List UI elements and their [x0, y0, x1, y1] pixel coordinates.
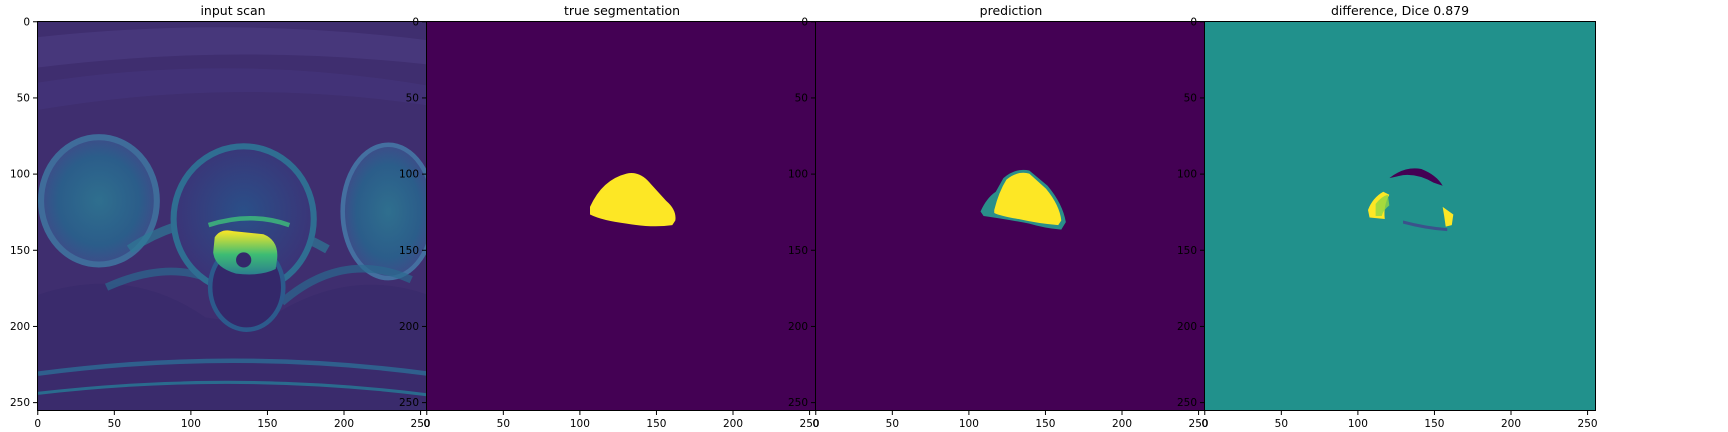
input-scan-image [37, 21, 429, 411]
y-tick-label: 200 [1177, 321, 1197, 333]
x-tick-label: 100 [570, 418, 590, 430]
x-tick-label: 150 [1035, 418, 1055, 430]
x-tick-label: 150 [257, 418, 277, 430]
panel-title: prediction [979, 3, 1043, 18]
y-tick-label: 50 [1184, 92, 1197, 104]
x-tick-label: 0 [812, 418, 819, 430]
panel-input-scan: input scan [0, 0, 430, 432]
panel-difference: difference, Dice 0.879 0 0 50 50 100 100 150 15… [1167, 0, 1597, 432]
x-tick-label: 200 [1501, 418, 1521, 430]
y-tick-label: 250 [10, 397, 30, 409]
panel-title: difference, Dice 0.879 [1330, 3, 1470, 18]
y-tick-label: 50 [795, 92, 808, 104]
y-tick-label: 0 [801, 16, 808, 28]
x-tick-label: 50 [108, 418, 121, 430]
y-tick-label: 100 [1177, 169, 1197, 181]
x-tick-label: 100 [1348, 418, 1368, 430]
y-tick-label: 150 [788, 245, 808, 257]
y-tick-label: 200 [399, 321, 419, 333]
x-tick-label: 150 [1424, 418, 1444, 430]
prediction-image [815, 21, 1207, 411]
y-tick-label: 50 [17, 92, 30, 104]
panel-true-segmentation: true segmentation 0 0 50 50 100 100 150 150 200 2… [389, 0, 819, 432]
x-tick-label: 50 [1275, 418, 1288, 430]
y-tick-label: 200 [788, 321, 808, 333]
x-tick-label: 0 [34, 418, 41, 430]
y-tick-label: 50 [406, 92, 419, 104]
y-tick-label: 150 [10, 245, 30, 257]
y-tick-label: 100 [788, 169, 808, 181]
x-tick-label: 100 [959, 418, 979, 430]
difference-image [1204, 21, 1596, 411]
x-tick-label: 200 [1112, 418, 1132, 430]
x-tick-label: 200 [723, 418, 743, 430]
x-tick-label: 200 [334, 418, 354, 430]
x-tick-label: 0 [423, 418, 430, 430]
x-tick-label: 0 [1201, 418, 1208, 430]
y-tick-label: 200 [10, 321, 30, 333]
x-tick-label: 250 [1578, 418, 1597, 430]
y-tick-label: 100 [399, 169, 419, 181]
x-tick-label: 150 [646, 418, 666, 430]
true-segmentation-image [426, 21, 818, 411]
x-tick-label: 50 [497, 418, 510, 430]
y-tick-label: 0 [1190, 16, 1197, 28]
y-tick-label: 150 [399, 245, 419, 257]
y-tick-label: 250 [1177, 397, 1197, 409]
x-tick-label: 100 [181, 418, 201, 430]
panel-title: input scan [200, 3, 266, 18]
y-tick-label: 0 [23, 16, 30, 28]
panel-title: true segmentation [563, 3, 681, 18]
y-tick-label: 0 [412, 16, 419, 28]
y-tick-label: 250 [399, 397, 419, 409]
panel-prediction: prediction 0 0 50 50 100 100 150 150 200 200 250 25… [778, 0, 1208, 432]
x-tick-label: 50 [886, 418, 899, 430]
y-tick-label: 100 [10, 169, 30, 181]
y-tick-label: 250 [788, 397, 808, 409]
y-tick-label: 150 [1177, 245, 1197, 257]
